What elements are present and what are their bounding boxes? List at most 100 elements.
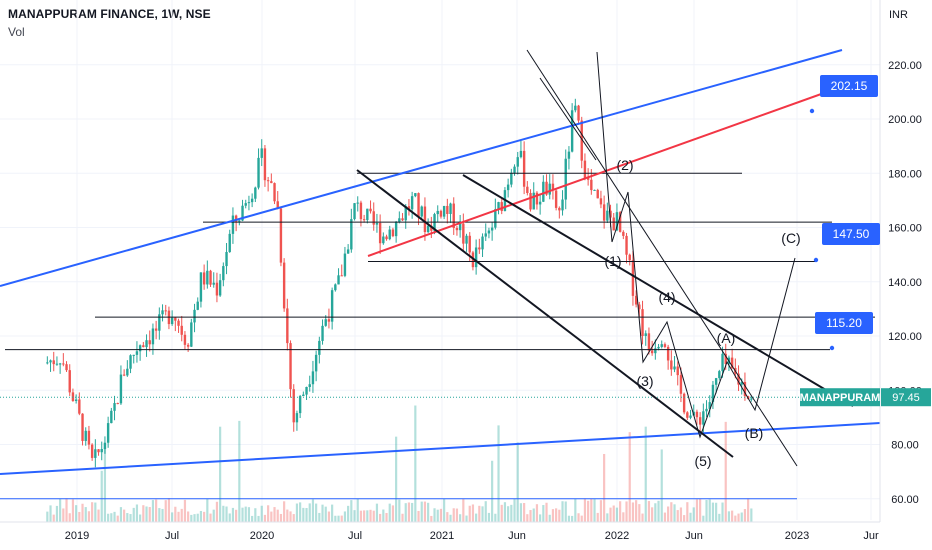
- candle-body: [350, 219, 353, 250]
- candle-body: [574, 105, 577, 111]
- volume-bar: [212, 509, 215, 522]
- volume-bar: [558, 509, 561, 522]
- volume-bar: [596, 512, 599, 522]
- price-callout-box: [815, 312, 873, 334]
- candle-body: [631, 260, 635, 296]
- candle-body: [478, 247, 481, 250]
- candle-body: [519, 150, 523, 158]
- candle-body: [71, 392, 75, 401]
- y-tick-label: 80.00: [891, 440, 919, 452]
- grid: [0, 0, 880, 520]
- candle-body: [241, 205, 244, 221]
- candle-body: [94, 449, 97, 458]
- candle-body: [458, 223, 462, 231]
- candle-body: [487, 230, 491, 234]
- volume-bar: [145, 506, 148, 522]
- wave-label: (A): [717, 330, 736, 346]
- volume-bar: [215, 501, 219, 522]
- volume-bar: [462, 498, 465, 522]
- volume-bar: [500, 504, 503, 522]
- volume-bar: [289, 511, 292, 522]
- volume-bar: [366, 510, 369, 522]
- descending-channel-upper: [462, 174, 854, 407]
- x-tick-label: 2023: [785, 530, 809, 542]
- price-callout-label: 202.15: [831, 79, 868, 93]
- volume-bar: [68, 513, 71, 522]
- candle-body: [497, 202, 500, 210]
- symbol-title[interactable]: MANAPPURAM FINANCE, 1W, NSE: [8, 7, 211, 21]
- volume-bar: [167, 498, 171, 522]
- candle-body: [318, 340, 321, 355]
- time-axis[interactable]: 2019 Jul 2020 Jul 2021 Jun 2022 Jun 2023 Jur: [0, 521, 880, 542]
- volume-bar: [551, 509, 555, 522]
- volume-bar: [692, 507, 695, 522]
- volume-bar: [609, 507, 612, 522]
- candle-body: [410, 196, 414, 210]
- volume-bar: [135, 504, 139, 522]
- volume-indicator-label[interactable]: Vol: [8, 25, 25, 39]
- volume-bar: [676, 510, 679, 522]
- volume-bar: [103, 447, 107, 522]
- volume-bar: [292, 514, 295, 522]
- candle-body: [276, 201, 279, 209]
- volume-bar: [311, 499, 315, 522]
- lower-channel-line: [0, 422, 881, 475]
- candle-body: [257, 157, 260, 188]
- candle-body: [401, 218, 404, 221]
- candle-body: [750, 398, 753, 400]
- y-tick-label: 180.00: [888, 168, 922, 180]
- candle-body: [714, 378, 718, 385]
- candle-body: [170, 317, 174, 325]
- volume-bar: [519, 503, 523, 522]
- candle-body: [551, 183, 555, 191]
- candle-body: [308, 384, 311, 387]
- candle-body: [110, 410, 113, 424]
- candle-body: [186, 344, 190, 347]
- x-tick-label: Jun: [685, 530, 703, 542]
- candle-body: [426, 225, 430, 233]
- price-axis[interactable]: 220.00200.00180.00160.00140.00120.00100.…: [879, 0, 922, 522]
- volume-bar: [641, 513, 644, 522]
- candle-body: [532, 192, 535, 210]
- candle-body: [356, 202, 359, 204]
- volume-bar: [177, 511, 180, 522]
- candle-body: [663, 344, 667, 347]
- price-callout: 147.50: [822, 223, 880, 245]
- volume-bar: [379, 513, 382, 522]
- candle-body: [420, 206, 423, 217]
- volume-bar: [699, 498, 702, 522]
- candle-body: [292, 389, 295, 423]
- candle-body: [695, 411, 699, 418]
- candle-body: [686, 412, 689, 418]
- volume-bar: [414, 405, 417, 522]
- candle-body: [286, 308, 289, 344]
- candle-body: [378, 222, 382, 244]
- volume-bar: [126, 513, 129, 522]
- volume-bar: [59, 498, 62, 522]
- callout-anchor-202: [809, 108, 815, 114]
- candle-body: [62, 363, 65, 365]
- candle-body: [180, 325, 183, 335]
- candle-body: [327, 319, 331, 322]
- volume-bar: [555, 508, 558, 522]
- volume-bar: [718, 513, 721, 522]
- volume-bar: [267, 505, 270, 522]
- volume-bar: [81, 503, 84, 522]
- candle-body: [535, 192, 539, 205]
- volume-bar: [587, 500, 590, 522]
- candle-body: [506, 184, 510, 191]
- volume-bar: [87, 511, 91, 522]
- volume-bar: [107, 513, 110, 522]
- volume-bar: [526, 514, 529, 522]
- volume-bar: [388, 503, 391, 522]
- candle-body: [490, 227, 494, 231]
- volume-bar: [695, 499, 699, 522]
- volume-bar: [449, 514, 452, 522]
- price-callouts: 202.15 147.50 115.20 MANAPPURAM 97.45: [800, 75, 931, 407]
- volume-bar: [84, 507, 87, 522]
- volume-bar: [724, 421, 727, 522]
- candle-body: [654, 348, 657, 354]
- candle-body: [494, 209, 497, 228]
- volume-bar: [513, 498, 516, 522]
